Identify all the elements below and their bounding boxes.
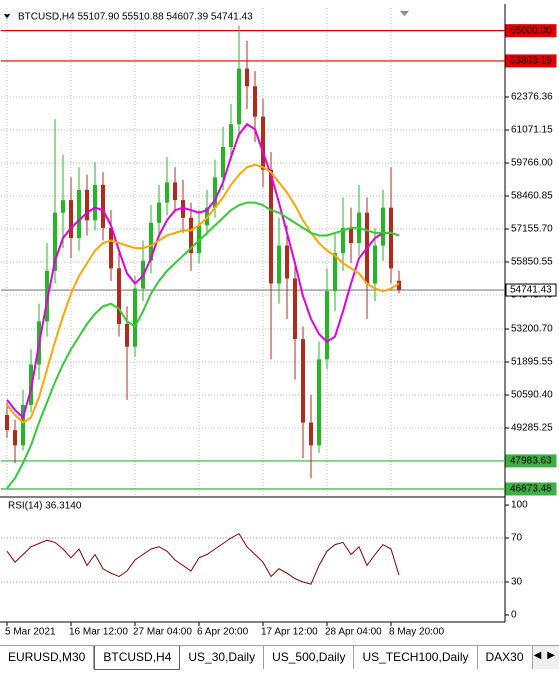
candle-body xyxy=(53,212,57,271)
level-label: 46873.48 xyxy=(510,484,552,495)
candle-body xyxy=(237,68,241,125)
chart-tab[interactable]: US_TECH100,Daily xyxy=(354,646,478,669)
chart-title: BTCUSD,H4 55107.90 55510.88 54607.39 547… xyxy=(18,12,253,23)
candle-body xyxy=(221,146,225,178)
chart-tab[interactable]: DAX30 xyxy=(477,646,533,669)
level-label: 47983.63 xyxy=(510,456,552,467)
x-tick-label: 28 Apr 04:00 xyxy=(325,627,382,638)
y-tick-label: 62376.36 xyxy=(511,92,553,103)
x-tick-label: 6 Apr 20:00 xyxy=(197,627,249,638)
candle-body xyxy=(301,339,305,423)
candle-body xyxy=(149,222,153,261)
y-tick-label: 50590.40 xyxy=(511,390,553,401)
y-tick-label: 61071.15 xyxy=(511,125,553,136)
background xyxy=(0,0,559,645)
candle-body xyxy=(213,177,217,208)
candle-body xyxy=(317,359,321,446)
moving-average xyxy=(6,201,400,489)
candle-body xyxy=(397,280,401,291)
candle-body xyxy=(69,200,73,238)
candle-body xyxy=(165,182,169,203)
candle-body xyxy=(125,323,129,347)
candle-body xyxy=(293,278,297,340)
y-tick-label: 100 xyxy=(511,500,528,511)
chart-tab[interactable]: BTCUSD,H4 xyxy=(94,646,181,670)
y-tick-label: 53200.70 xyxy=(511,324,553,335)
symbol-menu-icon[interactable] xyxy=(4,14,10,19)
y-tick-label: 49285.25 xyxy=(511,423,553,434)
y-tick-label: 0 xyxy=(511,610,517,621)
rsi-title: RSI(14) 36.3140 xyxy=(8,501,82,512)
candle-body xyxy=(181,200,185,218)
candle-body xyxy=(349,227,353,244)
candle-body xyxy=(253,86,257,117)
candle-body xyxy=(381,207,385,246)
candle-body xyxy=(285,245,289,279)
candle-body xyxy=(189,217,193,254)
level-label-box xyxy=(505,54,557,68)
candle-body xyxy=(13,430,17,446)
y-tick-label: 70 xyxy=(511,533,523,544)
candle-body xyxy=(85,189,89,221)
candle-body xyxy=(261,116,265,170)
x-tick-label: 16 Mar 12:00 xyxy=(69,627,128,638)
tab-scroll-left[interactable]: ◀ xyxy=(533,650,542,661)
moving-average xyxy=(6,163,400,424)
x-tick-label: 8 May 20:00 xyxy=(389,627,444,638)
level-label-box xyxy=(505,283,557,297)
candle-body xyxy=(245,68,249,87)
tab-bar: EURUSD,M30 BTCUSD,H4 US_30,Daily US_500,Dai… xyxy=(0,645,559,670)
candle-body xyxy=(157,202,161,223)
candle-body xyxy=(77,189,81,238)
x-tick-label: 5 Mar 2021 xyxy=(5,627,56,638)
candle-body xyxy=(133,288,137,347)
candle-body xyxy=(269,169,273,284)
candle-body xyxy=(21,404,25,446)
chart-tab[interactable]: EURUSD,M30 xyxy=(0,646,95,669)
chart: BTCUSD,H4 55107.90 55510.88 54607.39 547… xyxy=(0,0,559,645)
candle-body xyxy=(93,184,97,221)
x-tick-label: 17 Apr 12:00 xyxy=(261,627,318,638)
rsi-line xyxy=(6,532,400,585)
candle-body xyxy=(333,253,337,292)
level-label-box xyxy=(505,482,557,496)
candle-body xyxy=(229,124,233,147)
x-tick-label: 27 Mar 04:00 xyxy=(133,627,192,638)
y-tick-label: 55850.55 xyxy=(511,257,553,268)
y-tick-label: 57155.70 xyxy=(511,224,553,235)
tab-arrows: ◀ ▶ xyxy=(534,646,559,669)
candle-body xyxy=(277,245,281,284)
candle-body xyxy=(109,227,113,269)
chart-shift-marker[interactable] xyxy=(400,11,409,16)
candle-body xyxy=(325,291,329,360)
level-label: 63803.19 xyxy=(510,56,552,67)
candle-body xyxy=(341,227,345,254)
level-label: 65000.00 xyxy=(510,25,552,36)
candle-body xyxy=(5,414,9,431)
candle-body xyxy=(117,268,121,324)
level-label: 54741.43 xyxy=(510,285,552,296)
chart-tab[interactable]: US_30,Daily xyxy=(180,646,265,669)
y-tick-label: 30 xyxy=(511,577,523,588)
y-tick-label: 58460.85 xyxy=(511,191,553,202)
candle-body xyxy=(373,245,377,284)
candle-body xyxy=(173,182,177,201)
y-tick-label: 51895.55 xyxy=(511,357,553,368)
candle-body xyxy=(61,200,65,213)
candle-body xyxy=(309,422,313,446)
level-label-box xyxy=(505,24,557,38)
candle-body xyxy=(389,207,393,269)
moving-average xyxy=(6,122,400,420)
level-label-box xyxy=(505,454,557,468)
candle-body xyxy=(101,184,105,228)
tab-scroll-right[interactable]: ▶ xyxy=(547,650,555,661)
y-tick-label: 59766.00 xyxy=(511,158,553,169)
chart-tab[interactable]: US_500,Daily xyxy=(264,646,355,669)
